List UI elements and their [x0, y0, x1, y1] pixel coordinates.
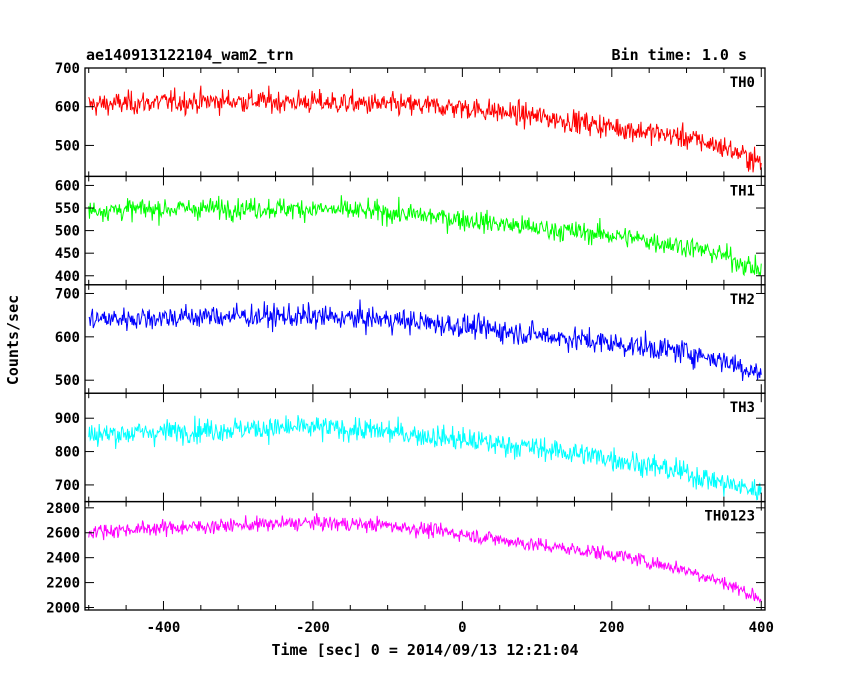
series-line-th2	[88, 299, 762, 382]
bin-time-label: Bin time: 1.0 s	[612, 46, 747, 64]
panel-frame-th0	[84, 67, 766, 178]
y-tick-label-th3: 900	[55, 411, 80, 427]
panel-label-th1: TH1	[730, 183, 755, 199]
y-tick-label-th0: 600	[55, 100, 80, 116]
y-tick-label-th1: 550	[55, 201, 80, 217]
y-tick-label-th2: 500	[55, 373, 80, 389]
panel-frame-th1	[84, 175, 766, 286]
panel-frame-th0123	[84, 500, 766, 611]
y-tick-label-th1: 450	[55, 246, 80, 262]
x-tick-label: 0	[458, 620, 466, 636]
y-tick-label-th0123: 2800	[46, 501, 80, 517]
x-tick-label: -200	[296, 620, 330, 636]
x-tick-label: 400	[749, 620, 774, 636]
x-tick-label: -400	[147, 620, 181, 636]
y-tick-label-th2: 600	[55, 330, 80, 346]
series-line-th1	[88, 195, 762, 277]
y-tick-label-th0123: 2200	[46, 576, 80, 592]
panel-label-th0: TH0	[730, 75, 755, 91]
panel-frame-th3	[84, 392, 766, 503]
y-tick-label-th3: 700	[55, 478, 80, 494]
series-line-th3	[88, 415, 762, 501]
y-tick-label-th0123: 2000	[46, 601, 80, 617]
y-tick-label-th1: 500	[55, 224, 80, 240]
y-tick-label-th3: 800	[55, 445, 80, 461]
panel-label-th3: TH3	[730, 400, 755, 416]
panel-label-th2: TH2	[730, 292, 755, 308]
panel-label-th0123: TH0123	[704, 509, 755, 525]
y-axis-label: Counts/sec	[4, 295, 22, 385]
y-tick-label-th0123: 2600	[46, 526, 80, 542]
y-tick-label-th0: 500	[55, 138, 80, 154]
y-tick-label-th1: 600	[55, 178, 80, 194]
x-axis-label: Time [sec] 0 = 2014/09/13 12:21:04	[271, 641, 578, 659]
y-tick-label-th1: 400	[55, 269, 80, 285]
series-line-th0	[88, 85, 762, 173]
panels-group: 500 600 700 TH0 400 450 500 550 600 TH1 500 600 700 T…	[46, 61, 774, 636]
chart-title: ae140913122104_wam2_trn	[86, 46, 294, 64]
x-tick-label: 200	[599, 620, 624, 636]
y-tick-label-th0: 700	[55, 61, 80, 77]
panel-frame-th2	[84, 284, 766, 394]
series-line-th0123	[88, 513, 762, 604]
y-tick-label-th2: 700	[55, 286, 80, 302]
y-tick-label-th0123: 2400	[46, 551, 80, 567]
